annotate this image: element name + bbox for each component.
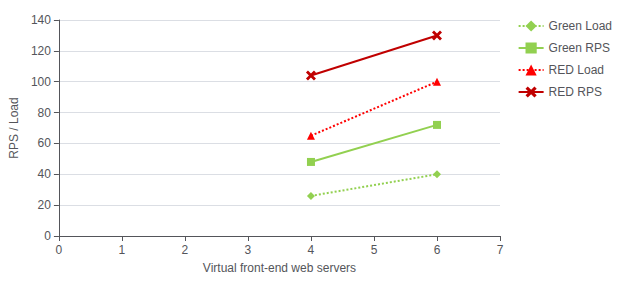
- svg-text:Virtual front-end web servers: Virtual front-end web servers: [203, 261, 356, 275]
- svg-text:100: 100: [31, 75, 51, 89]
- svg-text:0: 0: [56, 243, 63, 257]
- svg-text:6: 6: [434, 243, 441, 257]
- svg-text:5: 5: [371, 243, 378, 257]
- svg-text:RED Load: RED Load: [549, 63, 604, 77]
- svg-text:40: 40: [38, 167, 52, 181]
- svg-text:RPS / Load: RPS / Load: [7, 97, 21, 158]
- svg-text:60: 60: [38, 136, 52, 150]
- svg-text:20: 20: [38, 198, 52, 212]
- svg-text:0: 0: [44, 229, 51, 243]
- svg-text:80: 80: [38, 106, 52, 120]
- svg-text:3: 3: [245, 243, 252, 257]
- svg-text:140: 140: [31, 13, 51, 27]
- svg-text:Green Load: Green Load: [549, 19, 612, 33]
- svg-text:4: 4: [308, 243, 315, 257]
- svg-text:7: 7: [497, 243, 504, 257]
- svg-text:Green RPS: Green RPS: [549, 41, 610, 55]
- svg-text:1: 1: [119, 243, 126, 257]
- svg-text:120: 120: [31, 44, 51, 58]
- svg-text:2: 2: [182, 243, 189, 257]
- svg-text:RED RPS: RED RPS: [549, 85, 602, 99]
